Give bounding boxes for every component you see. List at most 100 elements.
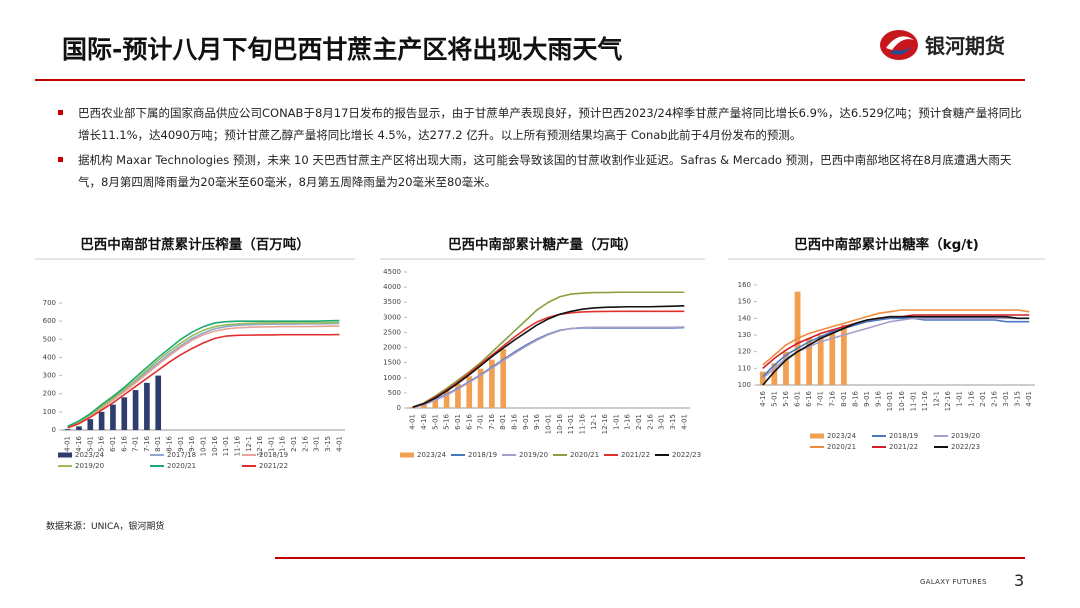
x-tick-label: 11-01 — [222, 436, 230, 456]
y-tick-label: 3500 — [383, 298, 401, 306]
series-line — [67, 321, 340, 428]
footer-brand: GALAXY FUTURES — [920, 578, 987, 586]
x-tick-label: 7-01 — [132, 436, 140, 452]
legend-swatch — [400, 452, 414, 458]
series-line — [762, 317, 1030, 378]
bar — [840, 325, 847, 385]
y-tick-label: 500 — [43, 335, 56, 343]
y-tick-label: 100 — [738, 381, 751, 389]
x-tick-label: 1-16 — [967, 390, 975, 406]
legend-label: 2022/23 — [951, 443, 980, 451]
x-tick-label: 4-01 — [409, 414, 417, 430]
x-tick-label: 12-1 — [590, 414, 598, 430]
y-tick-label: 100 — [43, 408, 56, 416]
x-tick-label: 3-01 — [658, 414, 666, 430]
x-tick-label: 5-01 — [86, 436, 94, 452]
bullet: 巴西农业部下属的国家商品供应公司CONAB于8月17日发布的报告显示，由于甘蔗单… — [58, 102, 1028, 146]
x-tick-label: 1-16 — [624, 413, 632, 429]
charts: 巴西中南部甘蔗累计压榨量（百万吨） 0 100 200 300 400 500 600 700 4… — [35, 236, 1045, 470]
bar — [87, 419, 94, 430]
x-tick-label: 3-15 — [669, 414, 677, 430]
x-tick-label: 4-16 — [759, 390, 767, 406]
x-tick-label: 8-01 — [840, 391, 848, 407]
legend-label: 2021/22 — [259, 462, 288, 470]
x-tick-label: 9-16 — [533, 413, 541, 429]
x-tick-label: 9-01 — [177, 436, 185, 452]
x-tick-label: 8-16 — [166, 435, 174, 451]
y-tick-label: 1000 — [383, 374, 401, 382]
footer-rule — [275, 557, 1025, 559]
bar — [455, 383, 461, 408]
bar — [817, 335, 824, 385]
series-line — [412, 310, 685, 409]
x-tick-label: 4-16 — [420, 413, 428, 429]
x-tick-label: 10-01 — [886, 391, 894, 411]
y-tick-label: 110 — [738, 364, 751, 372]
y-tick-label: 0 — [397, 404, 401, 412]
legend-label: 2022/23 — [672, 451, 701, 459]
y-tick-label: 600 — [43, 317, 56, 325]
x-tick-label: 9-01 — [863, 391, 871, 407]
series-line — [762, 317, 1030, 379]
y-tick-label: 1500 — [383, 359, 401, 367]
bar — [759, 371, 766, 385]
legend-label: 2019/20 — [75, 462, 104, 470]
x-tick-label: 8-01 — [499, 414, 507, 430]
legend-label: 2018/19 — [468, 451, 497, 459]
y-tick-label: 0 — [52, 426, 56, 434]
x-tick-label: 12-1 — [933, 391, 941, 407]
x-tick-label: 1-01 — [267, 436, 275, 452]
x-tick-label: 10-01 — [200, 436, 208, 456]
bar — [132, 390, 139, 430]
chart-title: 巴西中南部甘蔗累计压榨量（百万吨） — [80, 236, 310, 253]
x-tick-label: 11-16 — [233, 435, 241, 456]
x-tick-label: 10-16 — [556, 413, 564, 434]
x-tick-label: 6-01 — [454, 414, 462, 430]
x-tick-label: 9-01 — [522, 414, 530, 430]
series-line — [67, 319, 340, 428]
y-tick-label: 3000 — [383, 313, 401, 321]
x-tick-label: 3-15 — [324, 436, 332, 452]
x-tick-label: 8-01 — [154, 436, 162, 452]
legend-label: 2020/21 — [570, 451, 599, 459]
x-tick-label: 1-01 — [612, 414, 620, 430]
logo-text: 银河期货 — [925, 34, 1005, 58]
x-tick-label: 12-16 — [256, 435, 264, 456]
chart-title: 巴西中南部累计出糖率（kg/t) — [794, 236, 979, 253]
legend-label: 2021/22 — [889, 443, 918, 451]
x-tick-label: 11-16 — [921, 390, 929, 411]
series-line — [762, 309, 1030, 366]
bar — [76, 426, 82, 430]
x-tick-label: 6-01 — [109, 436, 117, 452]
x-tick-label: 8-16 — [851, 390, 859, 406]
x-tick-label: 9-16 — [875, 390, 883, 406]
x-tick-label: 5-16 — [782, 390, 790, 406]
series-line — [67, 322, 340, 428]
y-tick-label: 400 — [43, 353, 56, 361]
series-line — [67, 325, 340, 429]
x-tick-label: 3-15 — [1014, 391, 1022, 407]
bar — [477, 368, 484, 408]
bar — [829, 330, 836, 385]
legend-label: 2019/20 — [519, 451, 548, 459]
x-tick-label: 7-01 — [477, 414, 485, 430]
x-tick-label: 4-01 — [64, 436, 72, 452]
x-tick-label: 6-16 — [805, 390, 813, 406]
page-number: 3 — [1014, 571, 1025, 590]
series-line — [412, 326, 685, 409]
x-tick-label: 12-16 — [944, 390, 952, 411]
x-tick-label: 7-01 — [817, 391, 825, 407]
legend-label: 2021/22 — [621, 451, 650, 459]
legend-label: 2023/24 — [417, 451, 447, 459]
bar — [466, 376, 473, 408]
x-tick-label: 7-16 — [143, 435, 151, 451]
slide-title: 国际-预计八月下旬巴西甘蔗主产区将出现大雨天气 — [62, 35, 623, 64]
x-tick-label: 10-16 — [211, 435, 219, 456]
bar — [771, 363, 778, 385]
x-tick-label: 5-01 — [431, 414, 439, 430]
y-tick-label: 2500 — [383, 328, 401, 336]
bar — [144, 382, 150, 430]
x-tick-label: 11-01 — [909, 391, 917, 411]
bar — [783, 351, 789, 385]
